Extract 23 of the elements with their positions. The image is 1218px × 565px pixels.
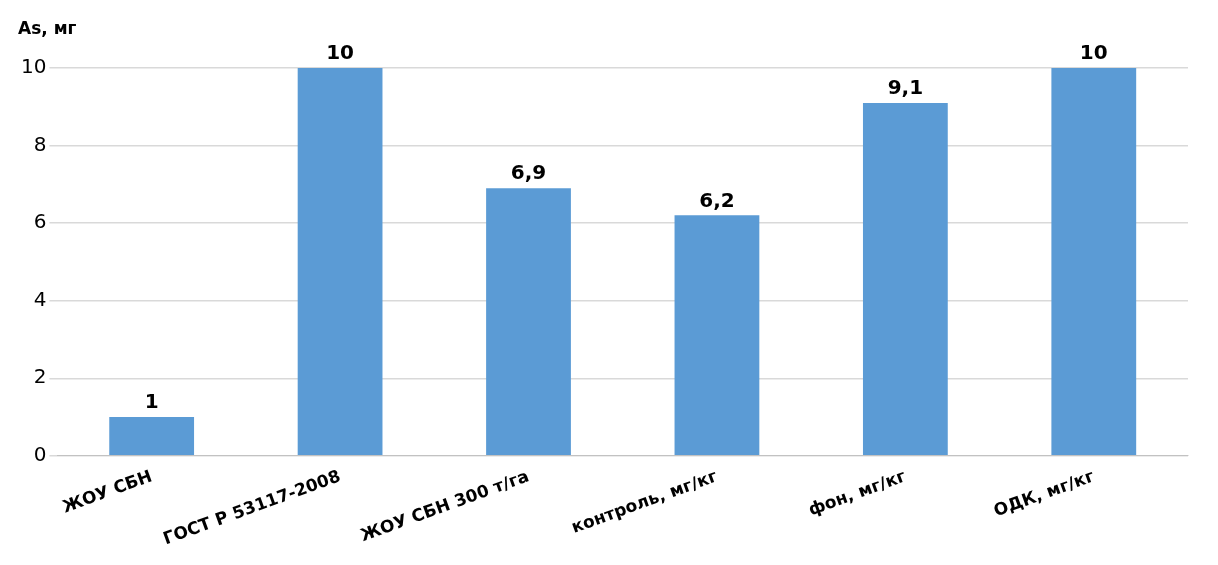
data-label: 10 (326, 40, 355, 65)
bar (297, 68, 383, 456)
bar (674, 215, 760, 456)
y-tick-label: 0 (33, 442, 47, 467)
bar (486, 188, 571, 456)
data-label: 1 (144, 389, 159, 414)
y-tick-label: 4 (33, 286, 47, 311)
y-tick-label: 8 (33, 131, 47, 156)
x-tick-label: ЖОУ СБН 300 т/га (357, 465, 532, 546)
x-tick-label: ЖОУ СБН (59, 465, 155, 517)
y-tick-label: 10 (21, 54, 47, 79)
y-axis-title: As, мг (18, 17, 77, 38)
y-tick-label: 2 (33, 364, 47, 389)
bar (862, 102, 948, 456)
bar (109, 417, 195, 456)
x-tick-label: фон, мг/кг (805, 465, 909, 520)
y-tick-label: 6 (33, 209, 47, 234)
data-label: 6,2 (699, 187, 735, 212)
bar (1051, 68, 1137, 456)
data-label: 6,9 (510, 160, 547, 185)
data-label: 10 (1079, 40, 1108, 65)
x-tick-label: ОДК, мг/кг (990, 465, 1097, 521)
data-label: 9,1 (887, 75, 924, 100)
